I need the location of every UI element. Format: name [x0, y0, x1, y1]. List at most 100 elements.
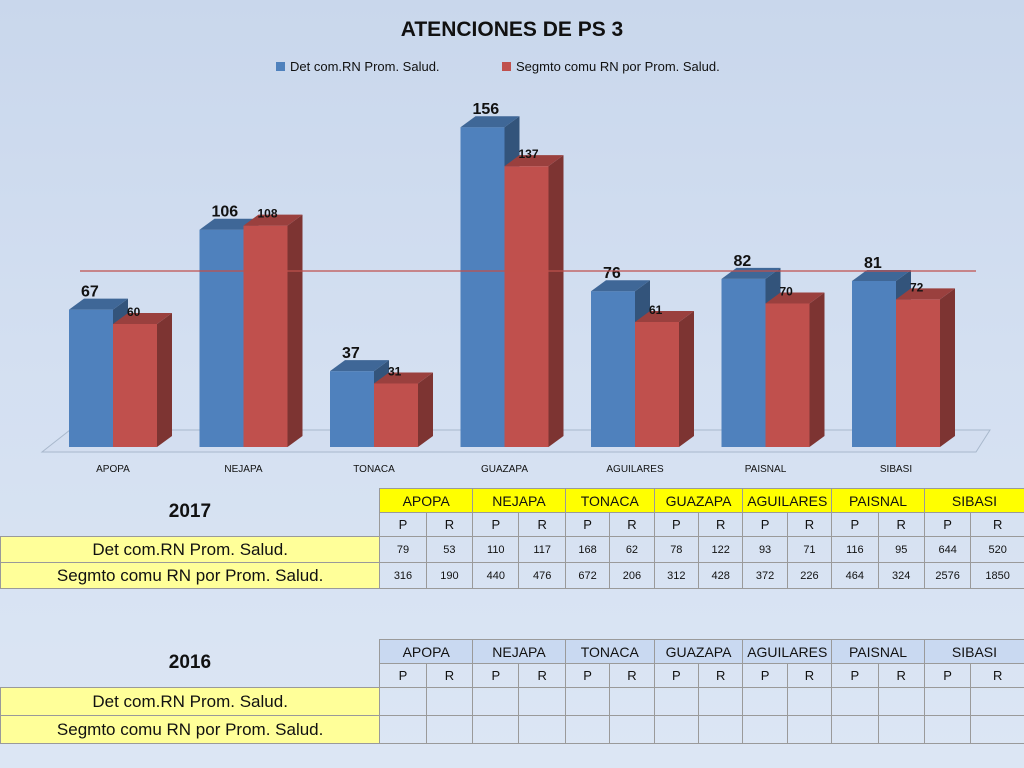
table-cell-empty	[564, 687, 611, 716]
data-label: 31	[388, 364, 402, 378]
subcolumn-header: P	[564, 512, 611, 537]
table-cell: 226	[786, 562, 833, 589]
bar-top	[69, 298, 128, 310]
data-label: 60	[127, 305, 141, 319]
table-cell-empty	[970, 715, 1024, 744]
table-cell-empty	[564, 715, 611, 744]
column-header: TONACA	[564, 488, 655, 513]
subcolumn-header: P	[831, 663, 879, 688]
table-cell-empty	[653, 687, 700, 716]
bar	[896, 299, 940, 447]
bar-side	[287, 214, 303, 447]
bar-top	[635, 310, 694, 322]
table-cell: 672	[564, 562, 611, 589]
data-label: 137	[519, 147, 539, 161]
bar	[460, 127, 505, 447]
bar	[199, 229, 244, 447]
row-label: Det com.RN Prom. Salud.	[0, 687, 381, 716]
bar-side	[940, 288, 955, 447]
bar	[504, 166, 549, 447]
table-cell-empty	[697, 715, 744, 744]
table-cell: 122	[697, 536, 744, 563]
table-cell: 316	[379, 562, 427, 589]
table-cell: 476	[518, 562, 566, 589]
data-label: 67	[81, 284, 99, 301]
subcolumn-header: P	[831, 512, 879, 537]
subcolumn-header: R	[970, 663, 1024, 688]
column-header: GUAZAPA	[653, 639, 744, 664]
bar	[765, 303, 810, 447]
bar-side	[418, 372, 433, 447]
subcolumn-header: R	[425, 663, 474, 688]
category-label: SIBASI	[880, 464, 912, 475]
table-cell: 71	[786, 536, 833, 563]
subcolumn-header: P	[653, 512, 700, 537]
data-label: 70	[780, 285, 794, 299]
column-header: APOPA	[379, 639, 474, 664]
bar-top	[852, 269, 911, 281]
subcolumn-header: P	[472, 663, 520, 688]
bar-top	[330, 360, 389, 372]
table-cell-empty	[379, 687, 427, 716]
subcolumn-header: R	[609, 512, 655, 537]
subcolumn-header: R	[425, 512, 474, 537]
row-label: Det com.RN Prom. Salud.	[0, 536, 381, 563]
subcolumn-header: R	[697, 512, 744, 537]
bar-side	[548, 155, 564, 447]
bar-top	[460, 116, 520, 128]
data-label: 61	[649, 303, 663, 317]
table-cell: 117	[518, 536, 566, 563]
row-label: Segmto comu RN por Prom. Salud.	[0, 715, 381, 744]
table-cell: 440	[472, 562, 520, 589]
category-label: PAISNAL	[745, 464, 787, 475]
table-cell: 79	[379, 536, 427, 563]
category-label: APOPA	[96, 464, 130, 475]
category-label: AGUILARES	[606, 464, 664, 475]
column-header: APOPA	[379, 488, 474, 513]
table-cell: 110	[472, 536, 520, 563]
table-cell-empty	[923, 687, 972, 716]
bar-top	[765, 292, 825, 304]
bar-top	[374, 372, 433, 384]
column-header: PAISNAL	[831, 639, 925, 664]
table-cell-empty	[518, 687, 566, 716]
bar	[721, 278, 766, 447]
subcolumn-header: P	[923, 663, 972, 688]
subcolumn-header: R	[697, 663, 744, 688]
table-cell-empty	[831, 715, 879, 744]
bar-side	[679, 310, 694, 447]
bar-side	[809, 292, 825, 447]
legend-label: Segmto comu RN por Prom. Salud.	[516, 59, 720, 74]
column-header: SIBASI	[923, 639, 1024, 664]
bar-top	[113, 313, 172, 324]
data-label: 76	[603, 265, 621, 282]
table-cell: 168	[564, 536, 611, 563]
column-header: TONACA	[564, 639, 655, 664]
subcolumn-header: R	[786, 663, 833, 688]
bar	[330, 371, 374, 447]
table-cell-empty	[609, 715, 655, 744]
bar-side	[157, 313, 172, 447]
chart-title: ATENCIONES DE PS 3	[401, 18, 624, 41]
legend-label: Det com.RN Prom. Salud.	[290, 59, 440, 74]
data-label: 108	[258, 207, 278, 221]
subcolumn-header: P	[742, 663, 788, 688]
bar-top	[504, 155, 564, 167]
table-2017: 2017 APOPA NEJAPA TONACA GUAZAPA AGUILAR…	[0, 488, 1024, 589]
table-cell-empty	[923, 715, 972, 744]
bar	[243, 225, 288, 447]
table-cell-empty	[518, 715, 566, 744]
bar	[113, 324, 157, 447]
table-cell-empty	[653, 715, 700, 744]
category-label: NEJAPA	[224, 464, 262, 475]
table-cell-empty	[742, 687, 788, 716]
column-header: PAISNAL	[831, 488, 925, 513]
table-cell-empty	[697, 687, 744, 716]
data-label: 156	[473, 101, 500, 118]
table-cell: 372	[742, 562, 788, 589]
column-header: NEJAPA	[472, 639, 566, 664]
table-cell-empty	[472, 715, 520, 744]
table-cell-empty	[425, 715, 474, 744]
category-label: TONACA	[353, 464, 395, 475]
bar-top	[896, 288, 955, 300]
